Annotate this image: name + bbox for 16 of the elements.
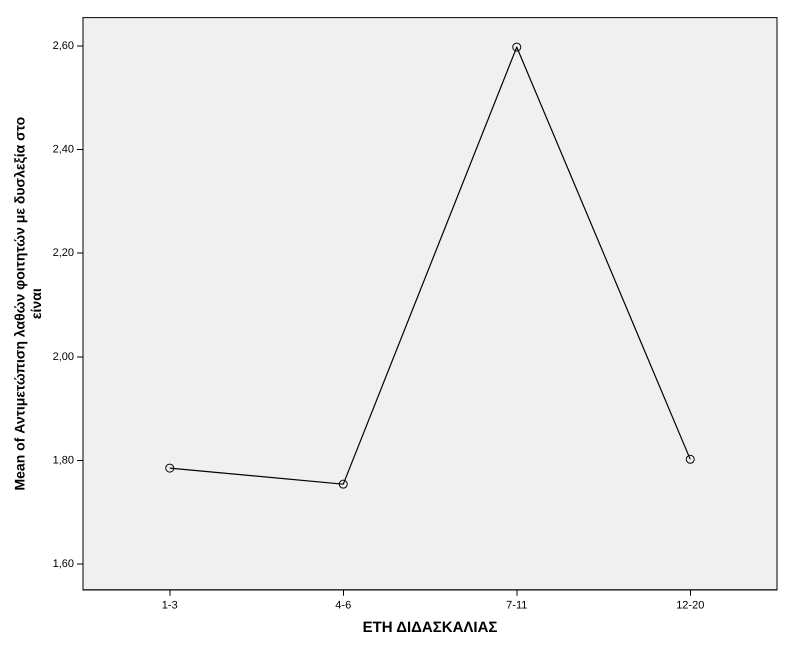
point bbox=[686, 454, 695, 464]
x-tick-label: 1-3 bbox=[162, 599, 178, 612]
x-axis-title: ΕΤΗ ΔΙΔΑΣΚΑΛΙΑΣ bbox=[362, 619, 498, 636]
y-tick-label: 2,20 bbox=[52, 247, 74, 260]
x-tick-label: 4-6 bbox=[335, 599, 352, 612]
point bbox=[338, 480, 348, 489]
y-axis-title: Mean of Αντιμετώπιση λαθών φοιτητών με δυσλεξία στο είναι bbox=[11, 116, 44, 491]
point bbox=[165, 464, 174, 473]
y-tick-label: 1,60 bbox=[52, 558, 74, 570]
y-tick-label: 2,60 bbox=[52, 40, 74, 52]
x-tick-label: 7-11 bbox=[506, 599, 528, 612]
y-tick-label: 2,00 bbox=[52, 350, 74, 363]
y-tick-label: 2,40 bbox=[52, 144, 74, 156]
y-tick-label: 1,80 bbox=[52, 454, 74, 466]
x-tick-label: 12-20 bbox=[676, 599, 704, 612]
point bbox=[512, 42, 522, 52]
